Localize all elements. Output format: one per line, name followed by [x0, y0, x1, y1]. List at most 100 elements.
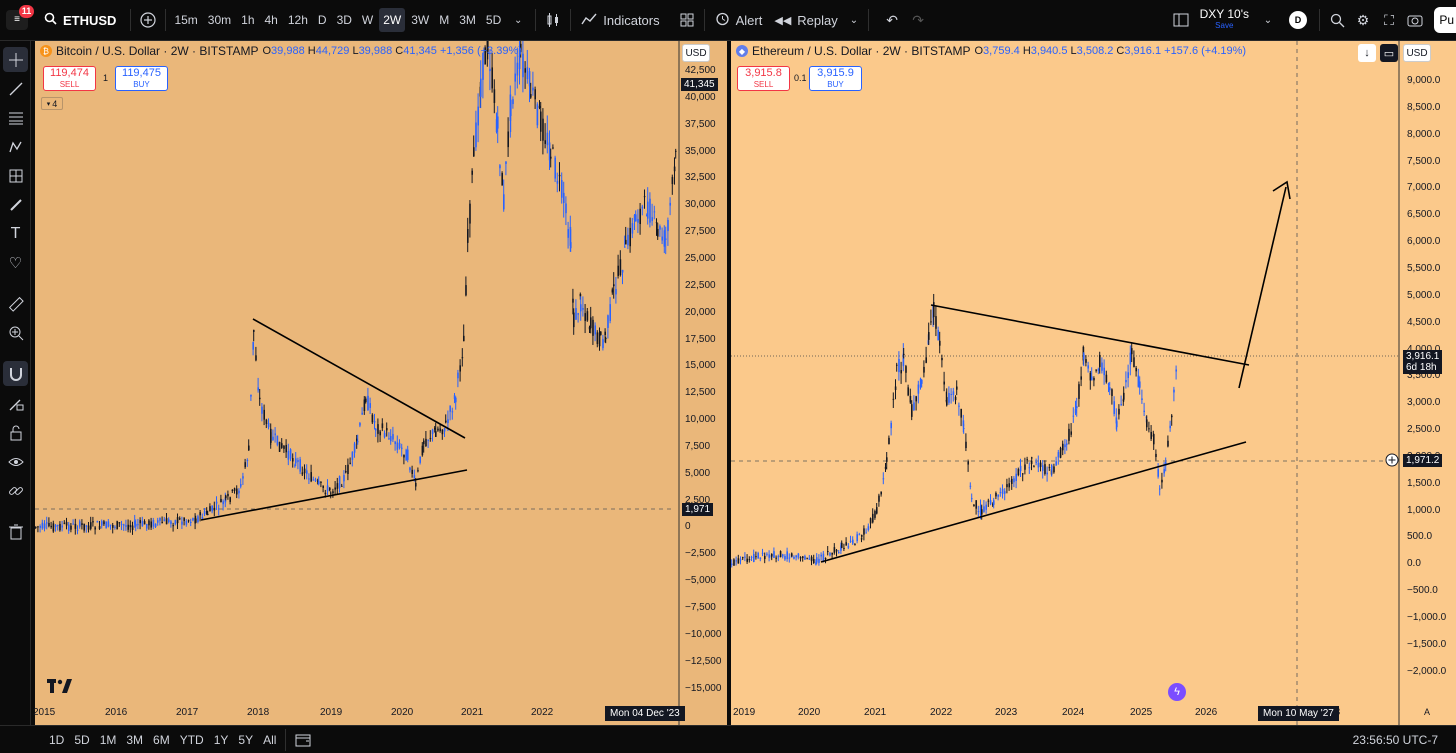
candle-body — [1053, 466, 1055, 473]
timeframe-3m[interactable]: 3M — [459, 13, 476, 27]
candle-body — [604, 331, 606, 336]
chevron-down-icon[interactable]: ⌄ — [514, 14, 523, 26]
timeframe-30m[interactable]: 30m — [207, 13, 232, 27]
candle-body — [788, 557, 791, 559]
camera-icon[interactable] — [1402, 6, 1428, 34]
btc-currency-button[interactable]: USD — [682, 44, 710, 62]
fullscreen-icon[interactable]: ⛶ — [1384, 11, 1394, 28]
price-tick: 5,000 — [685, 467, 711, 479]
trend-line-icon[interactable] — [3, 76, 28, 101]
ruler-icon[interactable] — [3, 291, 28, 316]
candle-body — [398, 442, 401, 449]
candle-body — [530, 94, 532, 98]
add-alert-plus-icon[interactable] — [1384, 452, 1400, 468]
btc-chart-canvas[interactable] — [35, 41, 727, 725]
pane-divider[interactable] — [727, 41, 731, 725]
lock-icon[interactable] — [3, 420, 28, 445]
timeframe-d[interactable]: D — [317, 13, 327, 27]
btc-chart-pane[interactable]: ₿ Bitcoin / U.S. Dollar · 2W · BITSTAMP … — [33, 41, 727, 725]
range-1y[interactable]: 1Y — [213, 732, 229, 747]
heart-icon[interactable]: ♡ — [8, 254, 23, 272]
range-5d[interactable]: 5D — [74, 732, 90, 747]
range-6m[interactable]: 6M — [153, 732, 170, 747]
timeframe-w[interactable]: W — [361, 13, 374, 27]
layout-split-icon[interactable] — [1168, 6, 1194, 34]
chevron-down-icon[interactable]: ⌄ — [1263, 14, 1273, 26]
timeframe-2w[interactable]: 2W — [379, 8, 406, 32]
prediction-icon[interactable] — [3, 163, 28, 188]
layouts-icon[interactable] — [674, 6, 700, 34]
indicators-button[interactable]: Indicators — [575, 6, 665, 34]
timeframe-5d[interactable]: 5D — [485, 13, 502, 27]
trash-icon[interactable] — [3, 519, 28, 544]
candle-body — [921, 379, 923, 384]
quick-search-icon[interactable] — [1324, 6, 1350, 34]
timeframe-12h[interactable]: 12h — [287, 13, 308, 27]
range-ytd[interactable]: YTD — [179, 732, 204, 747]
crosshair-icon[interactable] — [3, 47, 28, 72]
candle-body — [1093, 377, 1095, 381]
range-3m[interactable]: 3M — [126, 732, 144, 747]
eth-currency-button[interactable]: USD — [1403, 44, 1431, 62]
range-1d[interactable]: 1D — [49, 732, 65, 747]
avatar[interactable]: D — [1289, 11, 1307, 29]
btc-buy-button[interactable]: 119,475 BUY — [115, 66, 168, 91]
pattern-icon[interactable] — [3, 134, 28, 159]
timeframe-m[interactable]: M — [439, 13, 450, 27]
lightning-icon[interactable]: ϟ — [1168, 683, 1186, 701]
calendar-icon[interactable] — [290, 726, 316, 753]
eth-buy-button[interactable]: 3,915.9 BUY — [809, 66, 862, 91]
magnet-icon[interactable] — [3, 361, 28, 386]
brush-icon[interactable] — [3, 192, 28, 217]
candles-icon[interactable] — [540, 6, 566, 34]
candle-body — [154, 523, 157, 528]
replay-button[interactable]: ◀◀ Replay ⌄ — [768, 6, 864, 34]
redo-icon[interactable]: ↷ — [912, 11, 924, 28]
eye-icon[interactable] — [3, 449, 28, 474]
clock[interactable]: 23:56:50 UTC-7 — [1352, 732, 1438, 747]
candle-body — [361, 412, 363, 415]
candle-body — [516, 62, 519, 76]
watchlist-selector[interactable]: DXY 10's Save — [1194, 8, 1255, 31]
text-icon[interactable]: T — [10, 224, 21, 242]
range-5y[interactable]: 5Y — [238, 732, 254, 747]
undo-icon[interactable]: ↶ — [886, 11, 898, 28]
fib-retracement-icon[interactable] — [3, 105, 28, 130]
eth-sell-button[interactable]: 3,915.8 SELL — [737, 66, 790, 91]
eth-chart-pane[interactable]: ◆ Ethereum / U.S. Dollar · 2W · BITSTAMP… — [731, 41, 1456, 725]
btc-sell-button[interactable]: 119,474 SELL — [43, 66, 96, 91]
auto-scale-button[interactable]: A — [1423, 707, 1430, 717]
lock-drawing-icon[interactable] — [3, 391, 28, 416]
maximize-pane-icon[interactable]: ▭ — [1380, 44, 1398, 62]
candle-body — [671, 177, 674, 185]
zoom-in-icon[interactable] — [3, 320, 28, 345]
timeframe-15m[interactable]: 15m — [174, 13, 198, 27]
timeframe-1h[interactable]: 1h — [241, 13, 255, 27]
candle-body — [143, 521, 146, 525]
menu-button[interactable]: ≡ 11 — [0, 0, 36, 41]
candle-body — [624, 246, 626, 248]
range-1m[interactable]: 1M — [99, 732, 117, 747]
candle-body — [782, 554, 784, 557]
candle-body — [39, 526, 41, 528]
candle-body — [768, 554, 770, 558]
range-all[interactable]: All — [263, 732, 277, 747]
eth-chart-canvas[interactable] — [731, 41, 1456, 725]
candle-body — [1055, 461, 1057, 466]
download-icon[interactable]: ↓ — [1358, 44, 1376, 62]
link-icon[interactable] — [3, 478, 28, 503]
candle-body — [365, 398, 367, 403]
publish-button[interactable]: Pu — [1434, 7, 1456, 33]
settings-icon[interactable]: ⚙ — [1356, 11, 1370, 28]
timeframe-3w[interactable]: 3W — [411, 13, 430, 27]
timeframe-3d[interactable]: 3D — [336, 13, 352, 27]
compare-add-icon[interactable] — [135, 6, 161, 34]
timeframe-4h[interactable]: 4h — [264, 13, 278, 27]
candle-body — [439, 428, 441, 432]
alert-button[interactable]: Alert — [709, 6, 769, 34]
candle-body — [233, 488, 236, 491]
candle-body — [863, 528, 865, 535]
save-label[interactable]: Save — [1215, 21, 1234, 30]
symbol-search[interactable]: ETHUSD — [36, 6, 126, 34]
indicator-collapse-button[interactable]: ▾ 4 — [41, 97, 63, 110]
